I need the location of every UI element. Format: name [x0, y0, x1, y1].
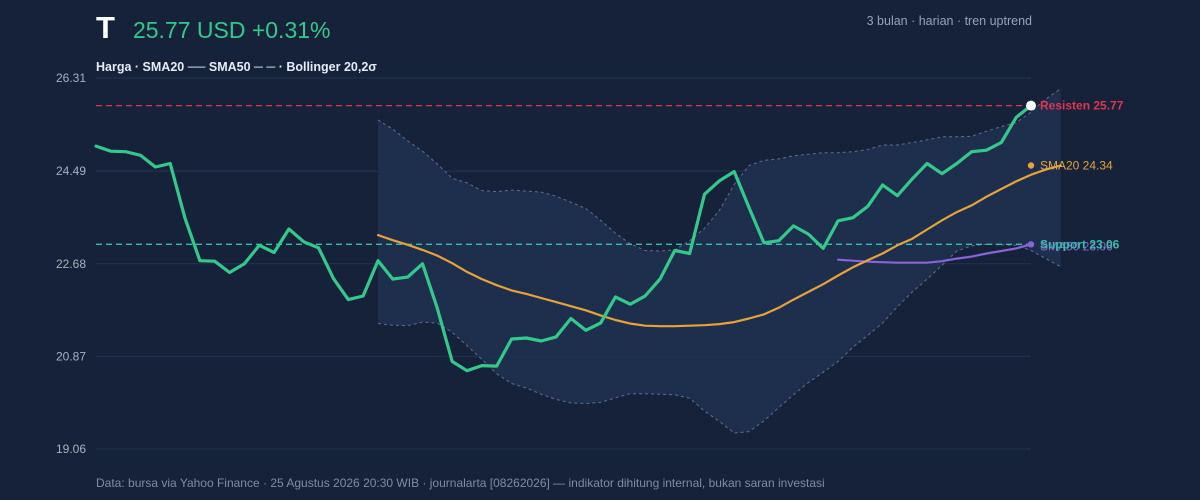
price-line [94, 104, 1033, 373]
sma50-end-marker [1027, 241, 1035, 248]
sma20-end-marker [1027, 162, 1035, 169]
bollinger-band-fill [378, 88, 1061, 434]
resistance-label: Resisten 25.77 [1040, 99, 1124, 113]
bollinger-upper-line [377, 88, 1061, 252]
sma20-line [376, 164, 1062, 328]
y-tick-label: 24.49 [56, 164, 86, 178]
bollinger-band [377, 88, 1061, 434]
price-change: 25.77 USD +0.31% [132, 17, 331, 43]
y-tick-label: 20.87 [56, 349, 86, 363]
y-tick-labels: 26.31 24.49 22.68 20.87 19.06 [56, 71, 86, 456]
ticker-symbol: T [96, 10, 115, 45]
y-tick-label: 26.31 [56, 71, 86, 85]
series-lines [94, 104, 1062, 373]
sma50-line [837, 243, 1033, 264]
end-markers [1026, 100, 1036, 248]
sma50-end-label: SMA50 23.06 [1040, 239, 1113, 253]
y-tick-label: 22.68 [56, 257, 86, 271]
data-source-footer: Data: bursa via Yahoo Finance · 25 Agust… [96, 476, 825, 490]
reference-lines [96, 104, 1031, 245]
y-tick-label: 19.06 [56, 442, 86, 456]
support-label: Support 23.06 [1040, 237, 1120, 251]
chart-header: T 25.77 USD +0.31% [96, 10, 330, 46]
chart-legend: Harga · SMA20 ── SMA50 ─ ─ · Bollinger 2… [96, 60, 377, 74]
sma20-end-label: SMA20 24.34 [1040, 159, 1113, 173]
price-end-marker [1026, 100, 1036, 111]
chart-meta: 3 bulan · harian · tren uptrend [866, 14, 1032, 28]
